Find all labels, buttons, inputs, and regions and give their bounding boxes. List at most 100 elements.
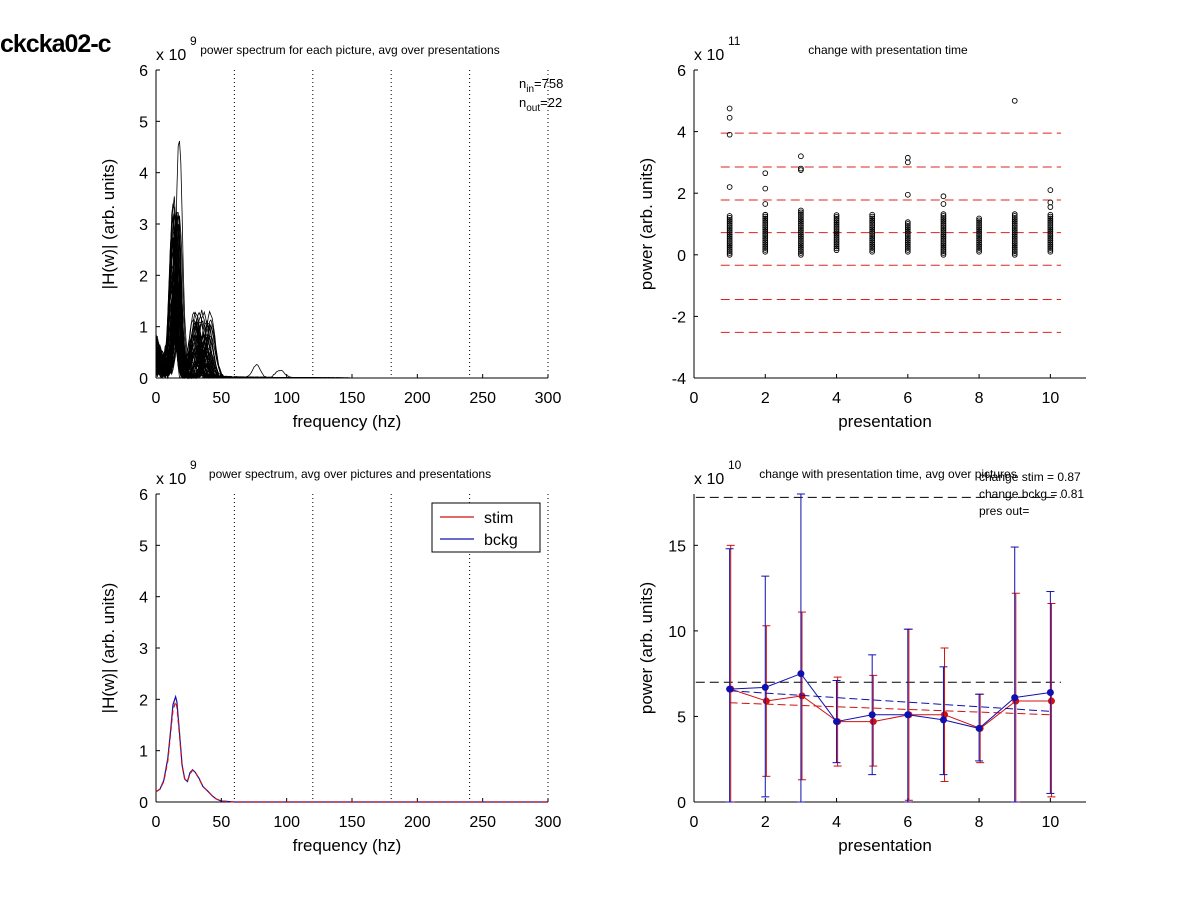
data-point: [1046, 688, 1054, 696]
scatter-point: [869, 222, 876, 229]
exponent-label: x 10: [694, 471, 724, 488]
scatter-point: [869, 237, 876, 244]
scatter-point: [904, 221, 911, 227]
scatter-point: [726, 105, 733, 112]
scatter-point: [1011, 229, 1018, 236]
chart-title: power spectrum, avg over pictures and pr…: [209, 467, 491, 481]
scatter-point: [1047, 245, 1054, 251]
scatter-point: [976, 215, 982, 222]
scatter-point: [940, 251, 947, 258]
scatter-point: [1011, 246, 1018, 253]
exponent-power: 11: [728, 34, 741, 48]
spectra-lines: [155, 140, 548, 380]
scatter-point: [940, 242, 947, 249]
scatter-point: [726, 213, 733, 219]
data-point: [797, 670, 805, 678]
n-out-text: nout=22: [519, 95, 562, 114]
scatter-point: [762, 215, 769, 222]
chart-title: power spectrum for each picture, avg ove…: [200, 43, 499, 57]
scatter-point: [833, 239, 840, 246]
scatter-point: [798, 226, 804, 232]
scatter-point: [726, 242, 733, 249]
scatter-point: [726, 240, 733, 247]
spectrum-line: [155, 212, 548, 380]
y-tick-label: 6: [677, 63, 686, 80]
scatter-point: [1047, 234, 1054, 240]
scatter-point: [798, 209, 804, 216]
scatter-point: [869, 241, 876, 248]
scatter-point: [904, 159, 911, 166]
scatter-point: [976, 237, 982, 244]
scatter-point: [1011, 222, 1018, 229]
scatter-point: [869, 234, 876, 240]
scatter-point: [762, 222, 769, 229]
scatter-point: [1047, 239, 1054, 246]
scatter-point: [726, 233, 733, 240]
scatter-point: [1047, 219, 1054, 226]
scatter-point: [904, 191, 911, 198]
scatter-point: [1011, 233, 1018, 240]
scatter-point: [726, 214, 733, 221]
scatter-point: [798, 250, 804, 256]
spectrum-line: [155, 212, 548, 379]
scatter-point: [833, 243, 840, 250]
legend: stim bckg: [431, 502, 541, 553]
scatter-point: [726, 229, 733, 236]
spectrum-line: [155, 224, 548, 380]
scatter-point: [726, 218, 733, 225]
scatter-point: [1047, 211, 1054, 218]
scatter-point: [1011, 251, 1018, 258]
scatter-point: [762, 219, 769, 226]
data-point: [1047, 697, 1055, 705]
scatter-point: [904, 243, 911, 250]
scatter-point: [833, 230, 840, 237]
scatter-point: [798, 220, 804, 227]
scatter-point: [904, 248, 911, 255]
scatter-point: [1047, 230, 1054, 237]
scatter-point: [726, 231, 733, 238]
legend-label-stim: stim: [484, 510, 513, 527]
chart-title: change with presentation time: [808, 43, 968, 57]
data-point: [1011, 694, 1019, 702]
scatter-point: [976, 230, 982, 237]
series-stim: [726, 544, 1056, 803]
scatter-point: [1047, 222, 1054, 229]
stats-text: pres out=: [979, 504, 1029, 518]
scatter-point: [762, 224, 769, 231]
scatter-point: [762, 245, 769, 251]
scatter-point: [976, 232, 982, 238]
y-tick-label: 1: [139, 320, 148, 337]
scatter-point: [1047, 187, 1054, 193]
data-point: [798, 692, 806, 700]
data-point: [762, 697, 770, 705]
scatter-point: [833, 212, 840, 218]
scatter-point: [869, 232, 876, 238]
scatter-point: [762, 243, 769, 250]
scatter-point: [976, 248, 982, 255]
exponent-power: 9: [190, 34, 197, 48]
scatter-point: [1047, 217, 1054, 224]
data-point: [869, 718, 877, 726]
scatter-point: [940, 211, 947, 217]
scatter-point: [833, 236, 840, 242]
scatter-point: [869, 221, 876, 227]
scatter-point: [1011, 235, 1018, 242]
scatter-point: [940, 201, 947, 207]
scatter-point: [940, 220, 947, 227]
spectrum-line: [155, 217, 548, 379]
scatter-point: [833, 241, 840, 248]
x-tick-label: 0: [152, 814, 161, 831]
scatter-point: [1047, 224, 1054, 231]
scatter-point: [798, 240, 804, 247]
scatter-point: [1011, 216, 1018, 223]
scatter-point: [904, 154, 911, 161]
scatter-point: [940, 250, 947, 256]
scatter-point: [798, 218, 804, 225]
scatter-point: [762, 234, 769, 240]
scatter-point: [904, 222, 911, 229]
chart-tr: 0 2 4 6 8 10 -4 -2 0 2 4 6 presentation power (arb. u…: [637, 34, 1086, 431]
y-axis-label: |H(w)| (arb. units): [99, 159, 118, 290]
scatter-point: [940, 218, 947, 225]
x-tick-label: 0: [690, 390, 699, 407]
